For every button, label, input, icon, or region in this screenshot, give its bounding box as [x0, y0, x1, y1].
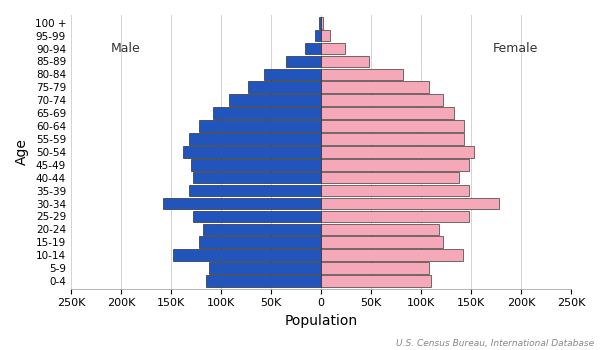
- Bar: [321, 120, 464, 132]
- Bar: [163, 198, 321, 209]
- Bar: [321, 198, 499, 209]
- Bar: [321, 172, 459, 183]
- Bar: [321, 224, 439, 235]
- Bar: [321, 185, 469, 196]
- Bar: [206, 275, 321, 287]
- Bar: [321, 146, 474, 158]
- Bar: [189, 185, 321, 196]
- Bar: [321, 30, 330, 41]
- Bar: [321, 211, 469, 222]
- Bar: [321, 69, 403, 80]
- Bar: [321, 17, 323, 29]
- Bar: [248, 82, 321, 93]
- Bar: [191, 159, 321, 170]
- Bar: [189, 133, 321, 145]
- Bar: [213, 107, 321, 119]
- Bar: [319, 17, 321, 29]
- Bar: [209, 262, 321, 274]
- Bar: [321, 82, 429, 93]
- Bar: [321, 56, 369, 67]
- Bar: [193, 172, 321, 183]
- Bar: [321, 275, 431, 287]
- Bar: [321, 107, 454, 119]
- Bar: [173, 249, 321, 261]
- X-axis label: Population: Population: [284, 314, 358, 328]
- Bar: [321, 159, 469, 170]
- Bar: [321, 94, 443, 106]
- Text: Female: Female: [493, 42, 539, 55]
- Bar: [264, 69, 321, 80]
- Bar: [286, 56, 321, 67]
- Bar: [321, 133, 464, 145]
- Bar: [315, 30, 321, 41]
- Bar: [229, 94, 321, 106]
- Bar: [193, 211, 321, 222]
- Bar: [321, 237, 443, 248]
- Y-axis label: Age: Age: [15, 138, 29, 165]
- Bar: [321, 262, 429, 274]
- Text: Male: Male: [111, 42, 141, 55]
- Bar: [305, 43, 321, 54]
- Bar: [199, 120, 321, 132]
- Bar: [203, 224, 321, 235]
- Text: U.S. Census Bureau, International Database: U.S. Census Bureau, International Databa…: [396, 339, 594, 348]
- Bar: [199, 237, 321, 248]
- Bar: [321, 249, 463, 261]
- Bar: [321, 43, 345, 54]
- Bar: [183, 146, 321, 158]
